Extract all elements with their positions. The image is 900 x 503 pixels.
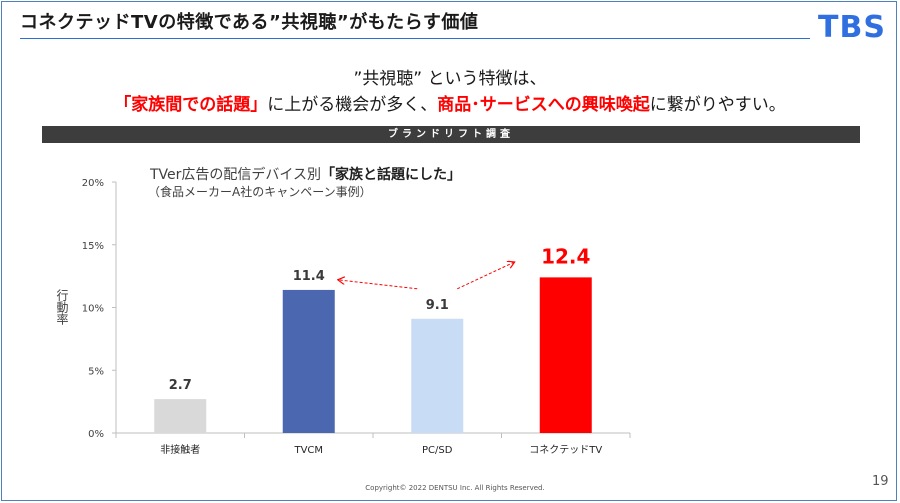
arrow-to-connected-tv bbox=[457, 262, 514, 290]
headline-emphasis-interest: 商品･サービスへの興味喚起 bbox=[437, 95, 650, 115]
y-tick-label: 20% bbox=[82, 178, 104, 189]
bar-3 bbox=[539, 277, 592, 433]
headline-emphasis-family-talk: 「家族間での話題」 bbox=[114, 95, 268, 115]
data-label: 12.4 bbox=[541, 244, 590, 268]
bar-0 bbox=[154, 399, 207, 433]
data-label: 11.4 bbox=[293, 269, 325, 284]
y-tick-label: 5% bbox=[88, 366, 104, 377]
bar-2 bbox=[411, 318, 464, 433]
x-category-label: TVCM bbox=[293, 445, 323, 456]
headline-line-2: 「家族間での話題」に上がる機会が多く、商品･サービスへの興味喚起に繋がりやすい。 bbox=[0, 90, 900, 115]
headline-end: に繋がりやすい。 bbox=[649, 95, 786, 115]
data-label: 2.7 bbox=[169, 378, 192, 393]
chart-title-emphasis: 「家族と話題にした」 bbox=[321, 167, 461, 183]
y-tick-label: 10% bbox=[82, 304, 104, 315]
x-category-label: PC/SD bbox=[422, 445, 453, 456]
y-axis-label: 行動率 bbox=[55, 289, 69, 325]
copyright: Copyright© 2022 DENTSU Inc. All Rights R… bbox=[365, 484, 545, 492]
y-tick-label: 15% bbox=[82, 241, 104, 252]
slide-title: コネクテッドTVの特徴である”共視聴”がもたらす価値 bbox=[20, 12, 479, 33]
chart-title-prefix: TVer広告の配信デバイス別 bbox=[150, 167, 321, 183]
page-number: 19 bbox=[872, 474, 889, 489]
bar-1 bbox=[282, 289, 335, 433]
headline-line-1: ”共視聴” という特徴は、 bbox=[353, 69, 547, 89]
title-rule bbox=[20, 38, 810, 39]
x-category-label: 非接触者 bbox=[160, 443, 200, 456]
chart-title: TVer広告の配信デバイス別「家族と話題にした」 bbox=[150, 164, 461, 184]
tbs-logo: TBS bbox=[818, 10, 886, 45]
headline-middle: に上がる機会が多く、 bbox=[267, 95, 438, 115]
data-label: 9.1 bbox=[426, 298, 449, 313]
arrow-to-tvcm bbox=[339, 280, 418, 290]
y-tick-label: 0% bbox=[88, 429, 104, 440]
section-banner: ブランドリフト調査 bbox=[42, 126, 860, 143]
x-category-label: コネクテッドTV bbox=[529, 444, 602, 456]
chart-subtitle: （食品メーカーA社のキャンペーン事例） bbox=[148, 185, 372, 199]
